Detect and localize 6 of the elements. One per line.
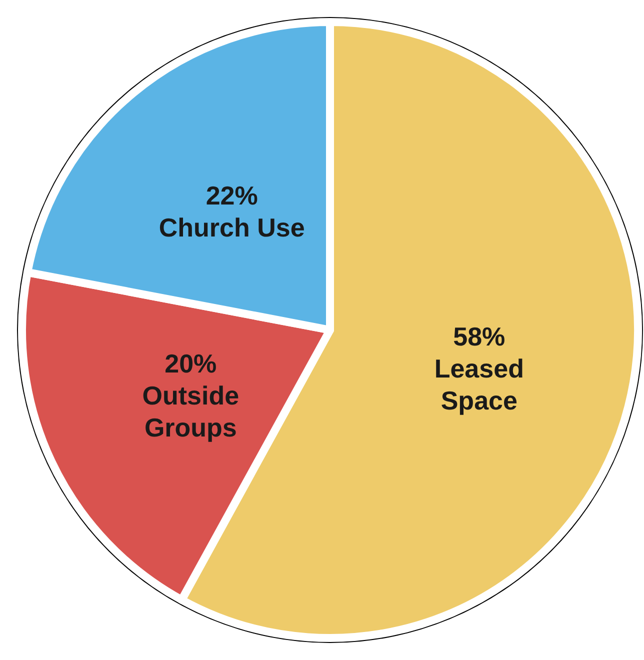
data-label: 58% bbox=[453, 321, 506, 352]
slice-label: Leased Space bbox=[434, 353, 524, 416]
data-label: 20% bbox=[164, 348, 217, 379]
slice-label: Outside Groups bbox=[142, 380, 240, 443]
data-label: 22% bbox=[206, 180, 258, 210]
slice-label: Church Use bbox=[158, 212, 305, 242]
